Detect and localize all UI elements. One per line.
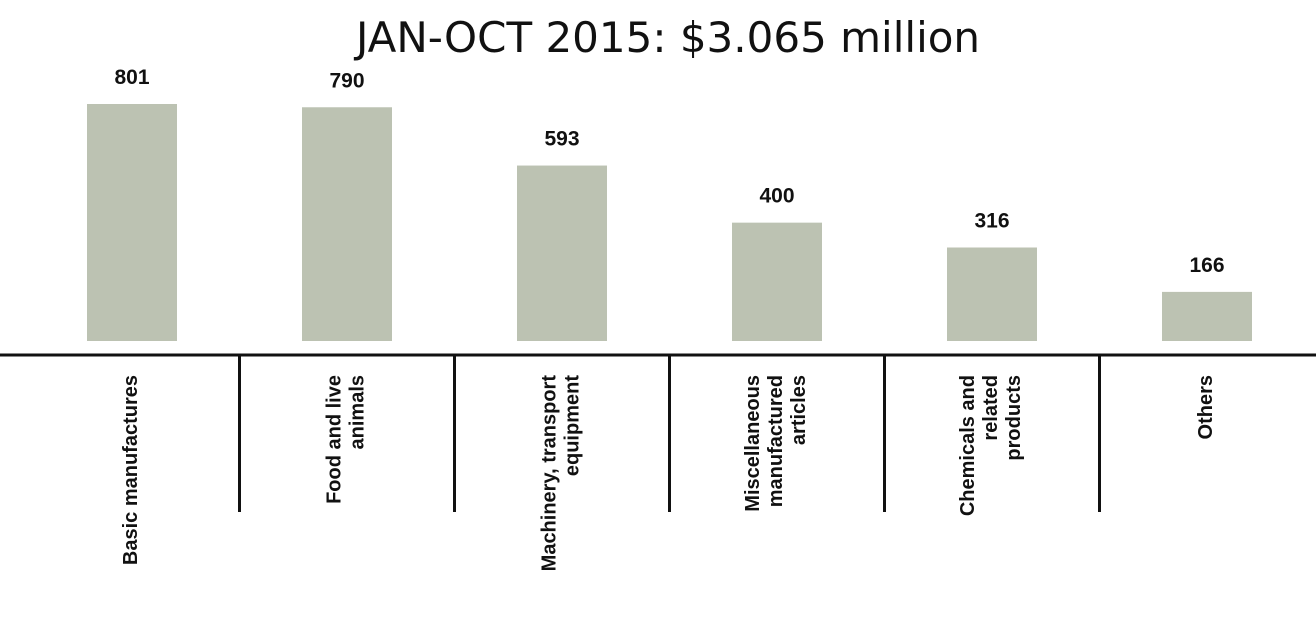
value-label: 790 (329, 69, 364, 92)
x-tick-label-line: Chemicals and (957, 375, 979, 516)
x-tick-label-line: Basic manufactures (120, 375, 142, 565)
value-label: 166 (1189, 254, 1224, 277)
bar (517, 165, 607, 341)
x-tick-label-line: Miscellaneous (742, 375, 764, 512)
x-tick-label-line: articles (788, 375, 810, 445)
value-label: 400 (759, 185, 794, 208)
chart-title: JAN-OCT 2015: $3.065 million (353, 13, 980, 62)
x-tick-label: Machinery, transportequipment (539, 375, 584, 572)
x-tick-label-line: animals (347, 375, 369, 449)
value-label: 316 (974, 210, 1009, 233)
x-tick-label-line: related (980, 375, 1002, 441)
bar (302, 107, 392, 341)
x-tick-label: Miscellaneousmanufacturedarticles (742, 375, 810, 512)
bar (1162, 291, 1252, 341)
x-tick-label-line: products (1003, 375, 1025, 461)
x-tick-label-line: manufactured (765, 375, 787, 507)
x-tick-label-line: Food and live (324, 375, 346, 504)
x-tick-label: Chemicals andrelatedproducts (957, 375, 1025, 516)
value-label: 593 (544, 128, 579, 151)
x-tick-label: Food and liveanimals (324, 375, 369, 504)
bar (947, 247, 1037, 341)
bar (87, 104, 177, 341)
x-tick-label-line: Machinery, transport (539, 375, 561, 572)
x-tick-label: Basic manufactures (120, 375, 142, 565)
bar (732, 222, 822, 341)
x-tick-label: Others (1195, 375, 1217, 439)
x-tick-label-line: Others (1195, 375, 1217, 439)
x-tick-label-line: equipment (562, 375, 584, 476)
value-label: 801 (114, 66, 149, 89)
